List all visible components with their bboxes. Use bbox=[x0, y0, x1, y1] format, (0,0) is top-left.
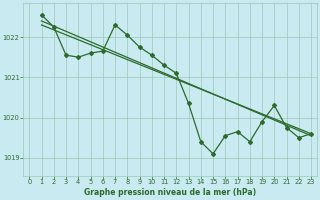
X-axis label: Graphe pression niveau de la mer (hPa): Graphe pression niveau de la mer (hPa) bbox=[84, 188, 256, 197]
